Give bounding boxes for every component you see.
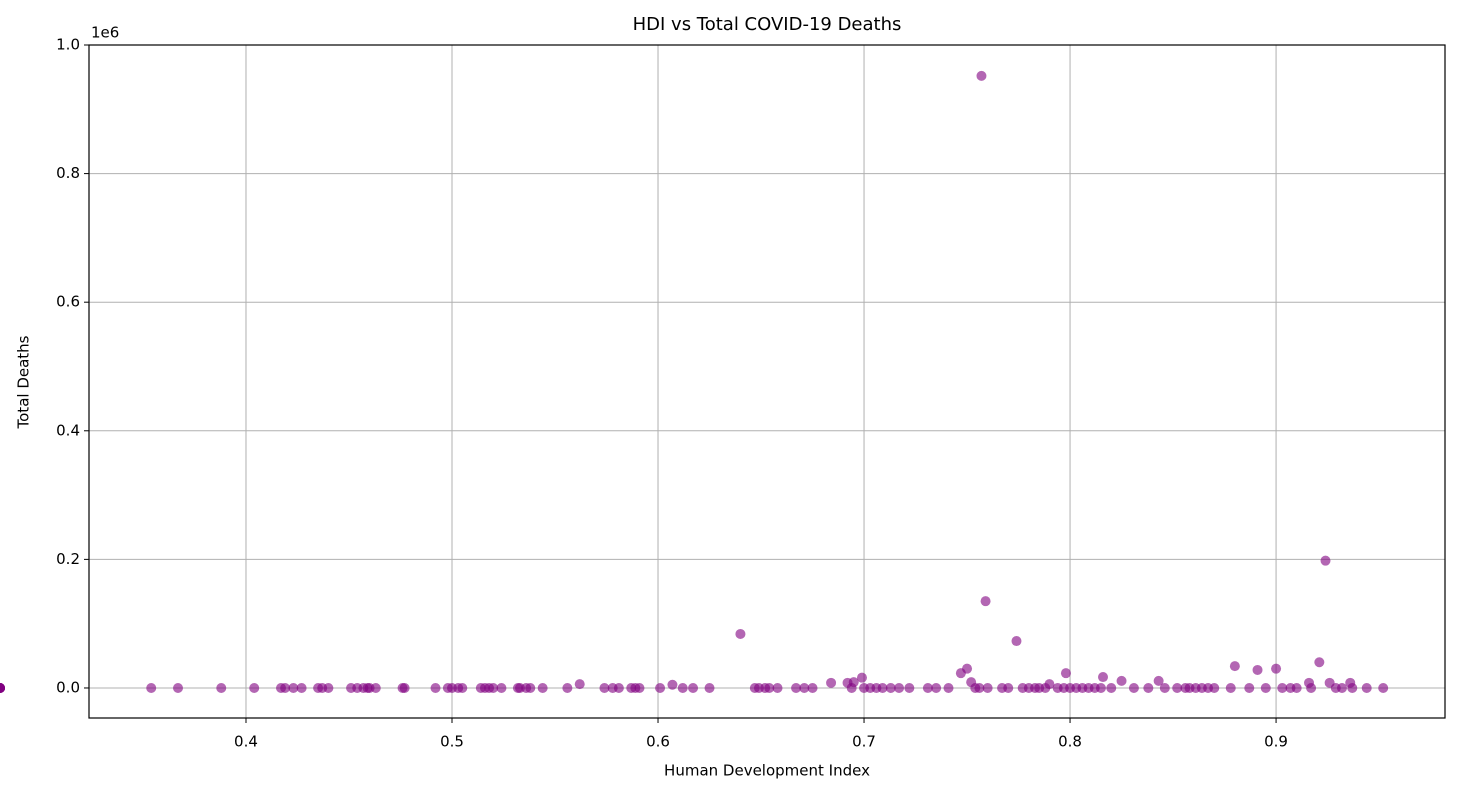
point: [1291, 682, 1302, 693]
point: [931, 682, 942, 693]
point: [370, 682, 381, 693]
point: [1098, 672, 1109, 683]
point: [976, 70, 987, 81]
point: [735, 628, 746, 639]
point: [1172, 682, 1183, 693]
point: [1106, 682, 1117, 693]
point: [216, 682, 227, 693]
point: [1159, 682, 1170, 693]
point: [1252, 664, 1263, 675]
point: [1011, 636, 1022, 647]
point: [943, 682, 954, 693]
y-tick-label: 0.2: [56, 550, 80, 568]
point: [457, 682, 468, 693]
point: [249, 682, 260, 693]
point: [1347, 682, 1358, 693]
point: [772, 682, 783, 693]
y-tick-label: 0.8: [56, 164, 80, 182]
point: [288, 682, 299, 693]
point: [877, 682, 888, 693]
point: [974, 682, 985, 693]
point: [1244, 682, 1255, 693]
point: [1361, 682, 1372, 693]
point: [296, 682, 307, 693]
point: [791, 682, 802, 693]
point: [1040, 682, 1051, 693]
point: [955, 668, 966, 679]
y-axis-label: Total Deaths: [15, 335, 33, 429]
point: [1378, 682, 1389, 693]
point: [599, 682, 610, 693]
point: [1003, 682, 1014, 693]
point: [1271, 663, 1282, 674]
point: [894, 682, 905, 693]
point: [1225, 682, 1236, 693]
point: [323, 682, 334, 693]
point: [172, 682, 183, 693]
point: [856, 672, 867, 683]
point: [430, 682, 441, 693]
y-tick-label: 0.6: [56, 293, 80, 311]
x-tick-label: 0.5: [440, 733, 464, 751]
point: [574, 679, 585, 690]
point: [1320, 555, 1331, 566]
x-tick-label: 0.4: [234, 733, 258, 751]
point: [496, 682, 507, 693]
point: [846, 682, 857, 693]
point: [488, 682, 499, 693]
point: [537, 682, 548, 693]
y-offset-label: 1e6: [91, 24, 119, 42]
point: [1060, 668, 1071, 679]
y-tick-label: 1.0: [56, 36, 80, 54]
point: [1116, 675, 1127, 686]
point: [399, 682, 410, 693]
point: [146, 682, 157, 693]
point: [1314, 657, 1325, 668]
point: [655, 682, 666, 693]
point: [525, 682, 536, 693]
point: [667, 679, 678, 690]
x-tick-label: 0.6: [646, 733, 670, 751]
x-tick-label: 0.8: [1058, 733, 1082, 751]
y-tick-label: 0.0: [56, 678, 80, 696]
point: [677, 682, 688, 693]
point: [1306, 682, 1317, 693]
point: [613, 682, 624, 693]
point: [704, 682, 715, 693]
point: [826, 677, 837, 688]
point: [807, 682, 818, 693]
point: [0, 682, 5, 693]
point: [1095, 682, 1106, 693]
point: [1209, 682, 1220, 693]
x-axis-label: Human Development Index: [664, 762, 870, 780]
point: [280, 682, 291, 693]
point: [634, 682, 645, 693]
plot-frame: [88, 44, 1446, 719]
point: [799, 682, 810, 693]
point: [1336, 682, 1347, 693]
point: [1153, 675, 1164, 686]
point: [1277, 682, 1288, 693]
point: [885, 682, 896, 693]
point: [904, 682, 915, 693]
point: [982, 682, 993, 693]
point: [1143, 682, 1154, 693]
point: [1229, 661, 1240, 672]
point: [562, 682, 573, 693]
chart-title: HDI vs Total COVID-19 Deaths: [633, 14, 902, 35]
x-tick-label: 0.7: [852, 733, 876, 751]
point: [1128, 682, 1139, 693]
x-tick-label: 0.9: [1264, 733, 1288, 751]
point: [1260, 682, 1271, 693]
point: [980, 596, 991, 607]
point: [922, 682, 933, 693]
point: [688, 682, 699, 693]
y-tick-label: 0.4: [56, 421, 80, 439]
point: [764, 682, 775, 693]
